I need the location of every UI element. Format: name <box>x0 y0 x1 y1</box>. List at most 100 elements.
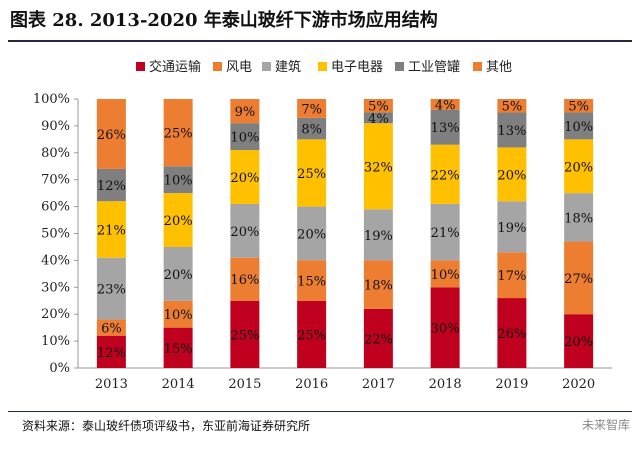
bar-segment <box>163 99 193 167</box>
x-tick-label: 2013 <box>95 377 128 392</box>
data-label: 16% <box>230 273 259 288</box>
chart-axes: 0% 10% 20% 30% 40% 50% 60% 70% 80% 90% 100% 2013 201… <box>33 92 612 392</box>
bar-segment <box>497 201 527 253</box>
bar-segment <box>564 99 594 113</box>
bar-segment <box>96 319 126 336</box>
bar-segment <box>497 298 527 368</box>
bar-segment <box>363 123 393 210</box>
bar-segment <box>163 300 193 328</box>
data-label: 4% <box>435 98 456 113</box>
data-label: 30% <box>431 322 460 337</box>
y-tick-label: 80% <box>41 146 70 161</box>
data-label: 10% <box>431 268 460 283</box>
data-label: 21% <box>431 226 460 241</box>
x-tick-label: 2014 <box>162 377 195 392</box>
data-label: 19% <box>497 221 526 236</box>
x-tick-label: 2016 <box>295 377 328 392</box>
data-label: 25% <box>297 328 326 343</box>
x-tick-label: 2020 <box>562 377 595 392</box>
bar-segment <box>564 193 594 242</box>
legend-label: 电子电器 <box>331 60 383 75</box>
data-label: 23% <box>97 283 126 298</box>
data-label: 20% <box>164 214 193 229</box>
data-label: 5% <box>568 100 589 115</box>
bar-segment <box>363 209 393 261</box>
y-tick-label: 10% <box>41 334 70 349</box>
data-label: 10% <box>164 174 193 189</box>
bar-segment <box>430 144 460 204</box>
y-tick-label: 30% <box>41 280 70 295</box>
data-label: 27% <box>564 272 593 287</box>
bar-segment <box>96 99 126 169</box>
data-label: 5% <box>502 100 523 115</box>
bar-segment <box>297 300 327 368</box>
data-label: 18% <box>564 211 593 226</box>
title-rule <box>8 40 632 42</box>
legend-swatch <box>395 62 404 71</box>
x-tick-label: 2017 <box>362 377 395 392</box>
legend-swatch <box>318 62 327 71</box>
bar-segment <box>96 168 126 202</box>
legend-label: 交通运输 <box>149 59 201 75</box>
y-tick-label: 100% <box>33 92 70 107</box>
legend-label: 建筑 <box>275 59 301 75</box>
bar-segment <box>297 260 327 301</box>
bar-segment <box>163 246 193 301</box>
bar-segment <box>497 99 527 113</box>
data-label: 26% <box>497 327 526 342</box>
x-tick-label: 2015 <box>228 377 261 392</box>
data-label: 20% <box>230 225 259 240</box>
bar-segment <box>230 99 260 124</box>
bar-segment <box>96 257 126 320</box>
chart-legend: 交通运输 风电 建筑 电子电器 工业管罐 其他 <box>136 59 512 75</box>
y-tick-label: 90% <box>41 119 70 134</box>
y-tick-label: 20% <box>41 307 70 322</box>
data-label: 17% <box>497 269 526 284</box>
data-label: 13% <box>497 124 526 139</box>
legend-label: 工业管罐 <box>408 60 460 75</box>
data-label: 9% <box>235 105 256 120</box>
data-label: 18% <box>364 279 393 294</box>
legend-label: 风电 <box>226 60 252 75</box>
data-label: 7% <box>301 102 322 117</box>
data-label: 22% <box>364 332 393 347</box>
bar-segment <box>96 201 126 258</box>
bar-segment <box>564 112 594 140</box>
x-tick-label: 2018 <box>429 377 462 392</box>
data-label: 20% <box>297 228 326 243</box>
data-label: 20% <box>564 160 593 175</box>
source-note: 资料来源：泰山玻纤债项评级书，东亚前海证券研究所 <box>22 419 311 433</box>
legend-swatch <box>473 62 482 71</box>
data-label: 19% <box>364 229 393 244</box>
bar-segment <box>363 112 393 124</box>
y-tick-label: 40% <box>41 253 70 268</box>
bar-segment <box>230 150 260 204</box>
bar-segment <box>230 257 260 301</box>
bar-segment <box>363 260 393 309</box>
data-label: 8% <box>301 123 322 138</box>
data-label: 32% <box>364 160 393 175</box>
data-label: 26% <box>97 128 126 143</box>
legend-swatch <box>136 62 145 71</box>
data-label: 20% <box>564 335 593 350</box>
legend-swatch <box>262 62 271 71</box>
data-label: 5% <box>368 100 389 115</box>
y-tick-label: 70% <box>41 173 70 188</box>
bar-segment <box>96 335 126 368</box>
data-label: 13% <box>431 121 460 136</box>
bar-segment <box>297 117 327 140</box>
data-label: 15% <box>297 275 326 290</box>
bar-segment <box>230 300 260 368</box>
bar-segment <box>363 99 393 113</box>
chart-bars: 12% 6% 23% 21% 12% 26% 15% 10% 20% 20% 10% 25% 25% 16… <box>96 98 594 368</box>
legend-swatch <box>213 62 222 71</box>
data-label: 10% <box>230 131 259 146</box>
data-label: 12% <box>97 346 126 361</box>
bar-segment <box>430 99 460 110</box>
data-label: 22% <box>431 168 460 183</box>
data-label: 25% <box>164 127 193 142</box>
data-label: 15% <box>164 342 193 357</box>
data-label: 12% <box>97 179 126 194</box>
data-label: 20% <box>164 268 193 283</box>
bar-segment <box>163 193 193 247</box>
